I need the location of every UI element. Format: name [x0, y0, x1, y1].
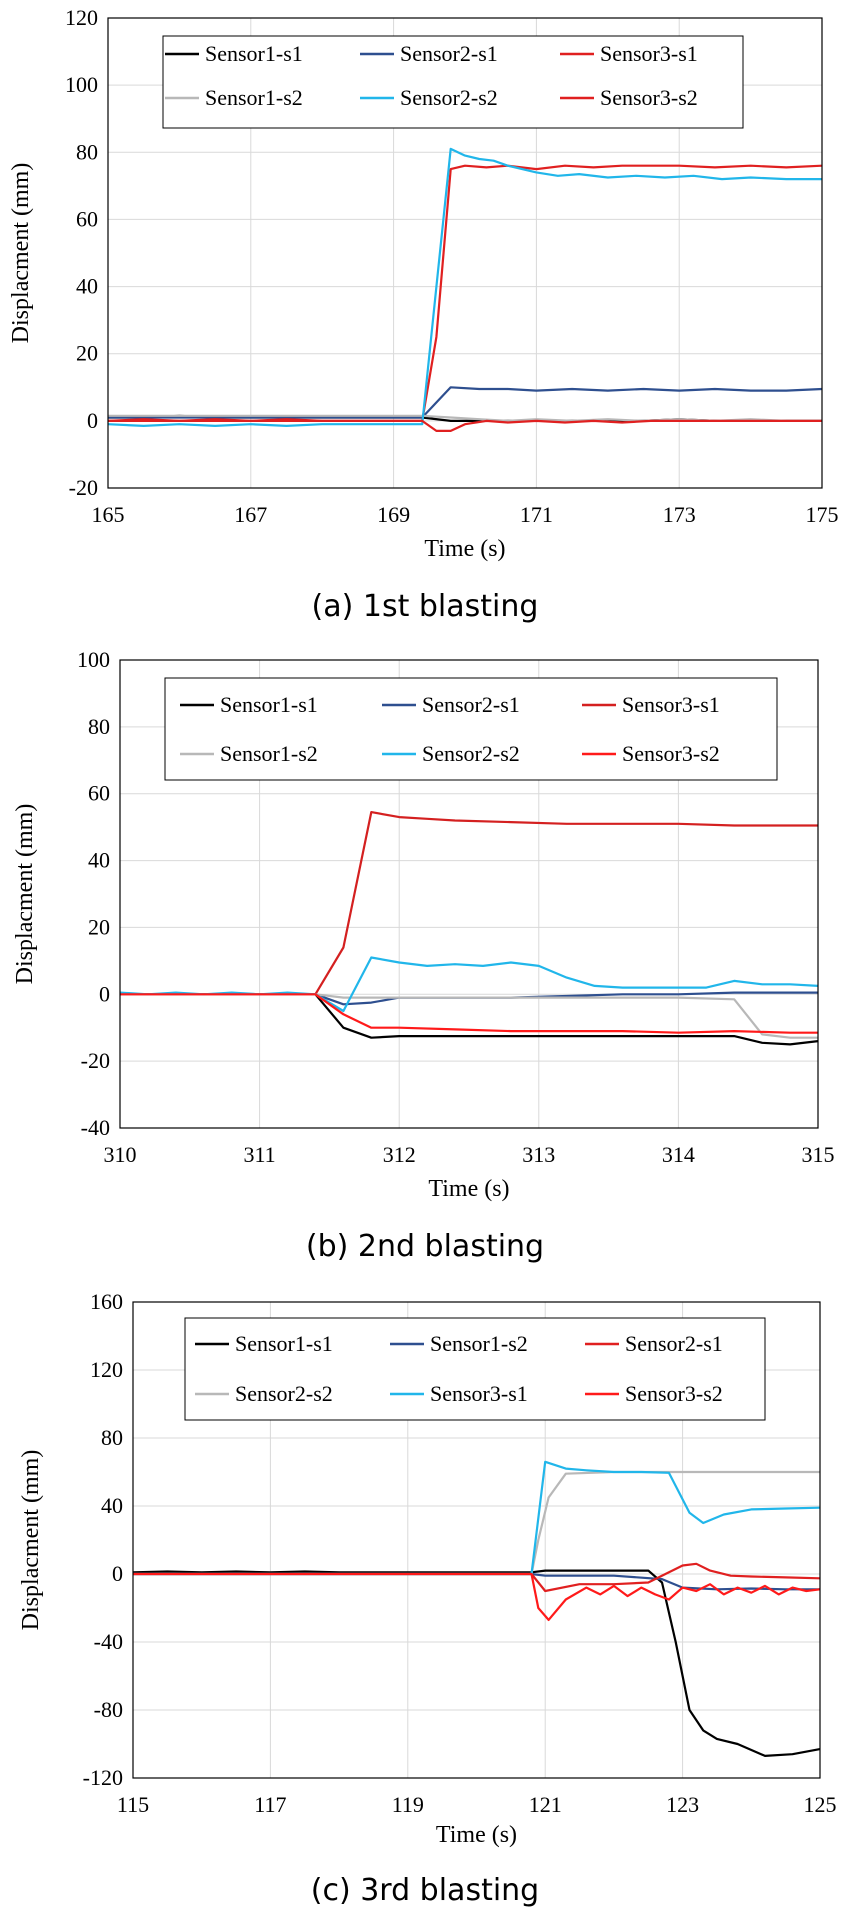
legend-entry: Sensor3-s2	[622, 741, 720, 766]
x-axis-label: Time (s)	[428, 1176, 509, 1202]
chart-caption: (c) 3rd blasting	[311, 1873, 539, 1908]
x-tick-label: 169	[377, 502, 410, 527]
chart-3: -120 -80 -40 0 40 80 120 160 115 117 119 121 123 125 T…	[18, 1289, 837, 1908]
x-tick-label: 125	[804, 1792, 837, 1817]
x-axis-label: Time (s)	[436, 1822, 517, 1848]
x-axis-label: Time (s)	[424, 536, 505, 562]
y-axis-label: Displacment (mm)	[12, 804, 38, 985]
series-line-sensor1-s1	[132, 1569, 821, 1758]
legend: Sensor1-s1 Sensor2-s1 Sensor3-s1 Sensor1-s2…	[164, 677, 778, 781]
legend-entry: Sensor1-s1	[235, 1331, 333, 1356]
series-line-sensor2-s2	[107, 147, 822, 427]
x-tick-label: 119	[392, 1792, 424, 1817]
y-tick-label: 80	[76, 139, 98, 164]
y-axis-label: Displacment (mm)	[18, 1450, 44, 1631]
legend: Sensor1-s1 Sensor1-s2 Sensor2-s1 Sensor2-s2…	[184, 1317, 766, 1421]
y-tick-label: 80	[101, 1425, 123, 1450]
x-tick-label: 314	[662, 1142, 695, 1167]
y-tick-label: 160	[90, 1289, 123, 1314]
series-line-sensor3-s2	[120, 993, 818, 1034]
y-tick-label: -80	[94, 1697, 123, 1722]
x-tick-label: 165	[92, 502, 125, 527]
series-line-sensor3-s1	[108, 164, 823, 422]
y-tick-label: 20	[76, 341, 98, 366]
x-tick-label: 167	[234, 502, 267, 527]
legend-entry: Sensor2-s1	[400, 41, 498, 66]
series-line-sensor3-s1	[133, 1460, 821, 1576]
y-tick-label: 120	[65, 5, 98, 30]
series-line-sensor2-s1	[108, 386, 823, 419]
x-tick-label: 175	[806, 502, 839, 527]
legend-entry: Sensor2-s1	[422, 692, 520, 717]
y-tick-label: 20	[88, 914, 110, 939]
chart-1: -20 0 20 40 60 80 100 120 165 167 169 171 173 175 Time…	[8, 5, 839, 624]
x-tick-label: 171	[520, 502, 553, 527]
y-tick-label: -40	[81, 1115, 110, 1140]
x-tick-label: 311	[244, 1142, 276, 1167]
x-tick-label: 123	[666, 1792, 699, 1817]
legend-entry: Sensor3-s1	[430, 1381, 528, 1406]
y-tick-label: 0	[112, 1561, 123, 1586]
y-tick-label: -40	[94, 1629, 123, 1654]
y-tick-label: 0	[87, 408, 98, 433]
legend-entry: Sensor1-s2	[205, 85, 303, 110]
y-tick-label: 80	[88, 714, 110, 739]
series-line-sensor3-s2	[133, 1572, 821, 1622]
y-tick-label: -120	[83, 1765, 123, 1790]
legend-box	[164, 677, 778, 781]
series-line-sensor2-s2	[133, 1470, 820, 1576]
legend-entry: Sensor1-s1	[205, 41, 303, 66]
legend-entry: Sensor2-s2	[400, 85, 498, 110]
legend-entry: Sensor3-s2	[625, 1381, 723, 1406]
series-line-sensor2-s1	[133, 1562, 821, 1593]
y-axis-label: Displacment (mm)	[8, 163, 34, 344]
legend-entry: Sensor3-s2	[600, 85, 698, 110]
legend-entry: Sensor3-s1	[622, 692, 720, 717]
x-tick-label: 173	[663, 502, 696, 527]
plot-frame	[119, 659, 819, 1129]
legend-entry: Sensor2-s1	[625, 1331, 723, 1356]
legend-entry: Sensor2-s2	[235, 1381, 333, 1406]
legend-box	[184, 1317, 766, 1421]
x-tick-label: 315	[802, 1142, 835, 1167]
legend: Sensor1-s1 Sensor2-s1 Sensor3-s1 Sensor1-s2…	[162, 35, 744, 129]
chart-caption: (b) 2nd blasting	[306, 1229, 544, 1264]
y-tick-label: -20	[81, 1048, 110, 1073]
x-tick-label: 117	[254, 1792, 286, 1817]
legend-entry: Sensor1-s2	[220, 741, 318, 766]
series-line-sensor1-s1	[120, 993, 819, 1046]
y-tick-label: 60	[88, 781, 110, 806]
plot-frame	[107, 17, 823, 489]
plot-frame	[132, 1301, 821, 1779]
legend-entry: Sensor1-s1	[220, 692, 318, 717]
y-tick-label: 40	[88, 848, 110, 873]
legend-entry: Sensor3-s1	[600, 41, 698, 66]
x-tick-label: 115	[117, 1792, 149, 1817]
series-line-sensor1-s2	[133, 1572, 820, 1591]
x-tick-label: 310	[104, 1142, 137, 1167]
x-tick-label: 121	[529, 1792, 562, 1817]
chart-2: -40 -20 0 20 40 60 80 100 310 311 312 313 314 315 Time…	[12, 647, 835, 1264]
series-line-sensor1-s2	[120, 993, 818, 1039]
y-tick-label: 40	[76, 274, 98, 299]
series-line-sensor2-s2	[119, 956, 819, 1013]
legend-entry: Sensor2-s2	[422, 741, 520, 766]
chart-caption: (a) 1st blasting	[312, 589, 539, 624]
y-tick-label: 120	[90, 1357, 123, 1382]
series-line-sensor3-s2	[107, 418, 822, 432]
x-tick-label: 312	[383, 1142, 416, 1167]
legend-box	[162, 35, 744, 129]
series-line-sensor3-s1	[120, 810, 818, 996]
y-tick-label: 100	[77, 647, 110, 672]
y-tick-label: 100	[65, 72, 98, 97]
y-tick-label: -20	[69, 475, 98, 500]
y-tick-label: 0	[99, 981, 110, 1006]
y-tick-label: 40	[101, 1493, 123, 1518]
legend-entry: Sensor1-s2	[430, 1331, 528, 1356]
x-tick-label: 313	[522, 1142, 555, 1167]
y-tick-label: 60	[76, 206, 98, 231]
